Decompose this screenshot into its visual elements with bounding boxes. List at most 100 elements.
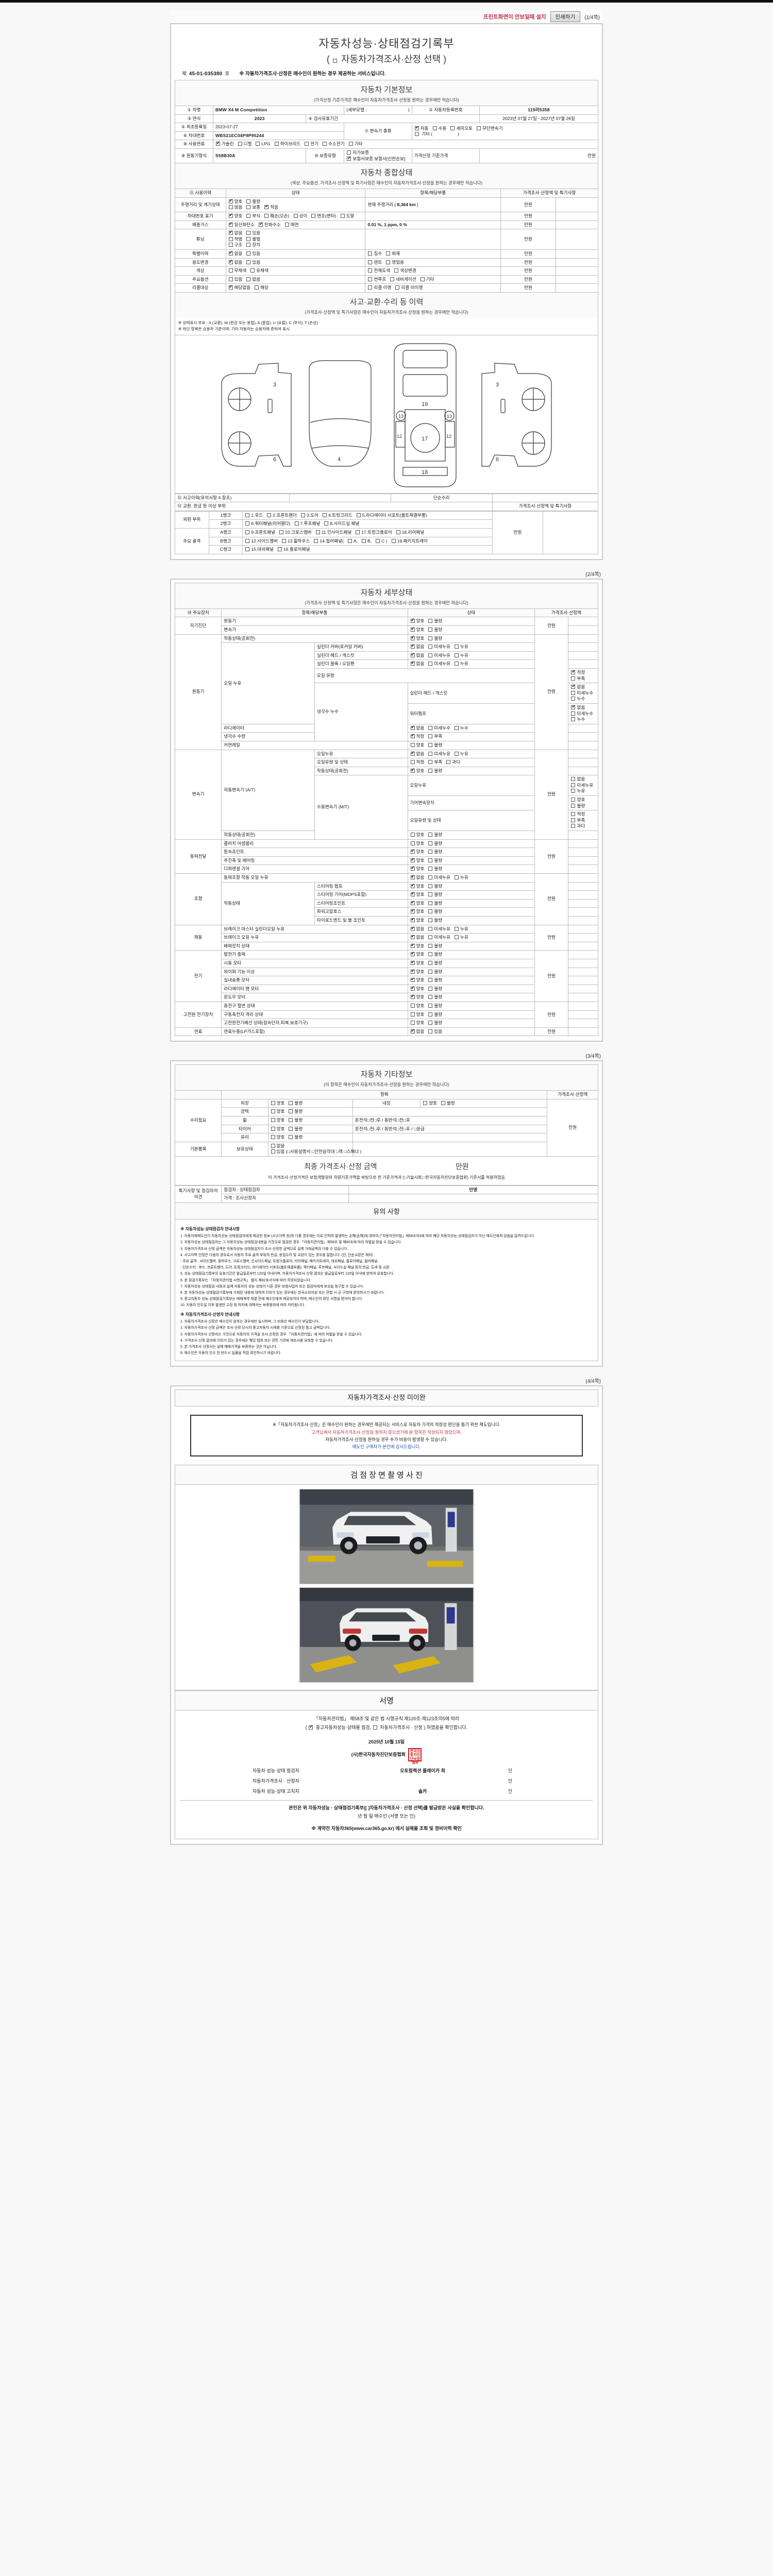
d-5-0-2[interactable]: 누유 — [454, 926, 468, 933]
checkbox[interactable] — [428, 751, 433, 756]
item-opt-7-1[interactable]: 네비게이션 — [390, 277, 416, 283]
state-line-1[interactable]: 없음 있음 — [228, 230, 363, 236]
detail-price-note[interactable] — [568, 976, 598, 985]
detail-price-note[interactable] — [568, 723, 598, 733]
d-1-2-2[interactable]: 누유 — [454, 653, 468, 659]
row-price-note[interactable] — [555, 258, 599, 267]
checkbox[interactable] — [228, 250, 233, 256]
d-6-3-1[interactable]: 불량 — [428, 977, 442, 984]
detail-state[interactable]: 적정 부족 과다 — [407, 758, 535, 767]
d-4-2-1[interactable]: 불량 — [428, 892, 442, 898]
checkbox[interactable] — [428, 978, 433, 982]
checkbox[interactable] — [428, 960, 433, 965]
checkbox[interactable] — [289, 1118, 293, 1123]
print-button[interactable]: 인쇄하기 — [550, 11, 581, 22]
state1-4-1[interactable]: 있음 — [246, 251, 260, 257]
state1-8-0[interactable]: 해당없음 — [228, 284, 250, 291]
checkbox[interactable] — [228, 213, 233, 218]
part-1-1-1[interactable]: 13.휠하우스 — [281, 538, 310, 545]
checkbox[interactable] — [271, 1118, 275, 1123]
item-opt-5-0[interactable]: 렌트 — [367, 260, 382, 266]
checkbox[interactable] — [386, 260, 391, 264]
checkbox[interactable] — [428, 943, 433, 948]
checkbox[interactable] — [428, 884, 433, 888]
checkbox[interactable] — [446, 760, 451, 765]
d-1-1-1[interactable]: 미세누유 — [428, 644, 450, 650]
detail-price-note[interactable] — [568, 651, 598, 660]
d-1-8-1[interactable]: 부족 — [428, 734, 442, 740]
d-5-1-2[interactable]: 누유 — [454, 935, 468, 941]
checkbox[interactable] — [571, 824, 576, 828]
checkbox[interactable] — [368, 285, 373, 290]
checkbox[interactable] — [410, 1012, 415, 1016]
detail-state[interactable]: 없음 미세누유 누유 — [407, 873, 535, 883]
detail-state[interactable]: 양호 불량 — [407, 617, 535, 626]
checkbox[interactable] — [454, 935, 459, 940]
checkbox[interactable] — [454, 725, 459, 730]
checkbox[interactable] — [394, 268, 399, 273]
detail-price-note[interactable] — [568, 856, 598, 866]
detail-price-note[interactable] — [568, 848, 598, 857]
detail-state[interactable]: 없음 미세누유 누유 — [407, 924, 535, 934]
o1-0-1[interactable]: 불량 — [288, 1100, 303, 1107]
o1-0-0[interactable]: 양호 — [271, 1100, 284, 1107]
detail-state[interactable]: 양호 불량 — [407, 907, 535, 917]
checkbox[interactable] — [238, 142, 242, 146]
detail-price-note[interactable] — [568, 984, 598, 994]
d-7-1-1[interactable]: 불량 — [428, 1012, 442, 1018]
detail-price-note[interactable] — [568, 634, 598, 643]
accident-history-options[interactable] — [289, 493, 391, 503]
other-item-state[interactable]: 양호 불량 — [267, 1124, 353, 1134]
state-line-1[interactable]: 해당없음 해당 — [228, 284, 363, 291]
d-3-0-1[interactable]: 불량 — [428, 841, 442, 847]
simple-repair-options[interactable] — [492, 493, 599, 503]
checkbox[interactable] — [228, 198, 233, 204]
checkbox[interactable] — [311, 213, 316, 218]
checkbox[interactable] — [314, 538, 318, 543]
checkbox[interactable] — [571, 789, 576, 793]
checkbox[interactable] — [228, 205, 233, 210]
detail-state[interactable]: 양호 불량 — [407, 839, 535, 849]
detail-state[interactable]: 없음 미세누수 누수 — [407, 723, 535, 733]
parts-items[interactable]: 15.대쉬패널 16.플로어패널 — [242, 545, 493, 554]
checkbox[interactable] — [410, 635, 415, 640]
checkbox[interactable] — [294, 521, 299, 526]
state1-2-2[interactable]: 매연 — [284, 222, 299, 228]
checkbox[interactable] — [428, 768, 433, 773]
d-6-5-1[interactable]: 불량 — [428, 994, 442, 1001]
checkbox[interactable] — [410, 934, 415, 940]
detail-price-note[interactable] — [568, 865, 598, 874]
part-0-0-2[interactable]: 3.도어 — [300, 513, 318, 519]
state1-0-0[interactable]: 양호 — [228, 198, 242, 205]
d-4-2-0[interactable]: 양호 — [410, 891, 424, 898]
d-8-0-0[interactable]: 없음 — [410, 1028, 424, 1035]
o1-5-1[interactable]: 있음 (□사용설명서 □안전삼각대 □잭 □스패너 ) — [271, 1149, 362, 1155]
checkbox[interactable] — [245, 547, 250, 552]
detail-price-note[interactable] — [568, 882, 598, 891]
checkbox[interactable] — [420, 277, 425, 281]
checkbox[interactable] — [324, 521, 329, 526]
fuel-option-0[interactable]: 가솔린 — [215, 141, 234, 147]
checkbox[interactable] — [264, 204, 268, 210]
checkbox[interactable] — [323, 142, 327, 146]
checkbox[interactable] — [410, 900, 415, 905]
checkbox[interactable] — [245, 513, 250, 517]
checkbox[interactable] — [281, 538, 286, 543]
checkbox[interactable] — [428, 986, 433, 991]
d-1-6-1[interactable]: 미세누수 — [570, 711, 593, 717]
checkbox[interactable] — [264, 213, 269, 218]
state1-3-0[interactable]: 없음 — [228, 230, 242, 236]
fuel-option-2[interactable]: LPG — [255, 141, 271, 147]
checkbox[interactable] — [246, 236, 251, 241]
checkbox[interactable] — [323, 513, 327, 517]
o1-3-1[interactable]: 불량 — [288, 1126, 303, 1132]
d-1-2-0[interactable]: 없음 — [410, 652, 424, 659]
checkbox[interactable] — [410, 926, 415, 931]
checkbox[interactable] — [428, 935, 433, 940]
d-2-3-2[interactable]: 누유 — [570, 788, 585, 794]
d-6-2-0[interactable]: 양호 — [410, 969, 424, 975]
detail-state[interactable]: 양호 불량 — [407, 984, 535, 994]
d-2-2-1[interactable]: 불량 — [428, 768, 442, 774]
transmission-other-row[interactable]: 기타 ( ) — [414, 131, 596, 138]
state1-1-4[interactable]: 변조(변타) — [311, 213, 337, 219]
